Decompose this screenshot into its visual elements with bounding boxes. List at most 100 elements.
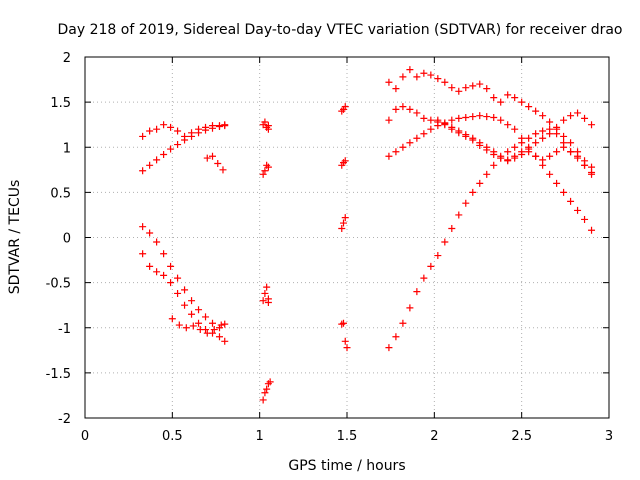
data-point xyxy=(392,333,400,341)
data-point xyxy=(490,113,498,121)
satellite-track-5 xyxy=(139,250,229,345)
data-point xyxy=(504,91,512,99)
data-point xyxy=(413,288,421,296)
data-point xyxy=(448,224,456,232)
data-point xyxy=(385,344,393,352)
satellite-track-1 xyxy=(139,122,229,175)
satellite-track-8 xyxy=(259,161,272,178)
data-point xyxy=(139,167,147,175)
data-point xyxy=(574,152,582,160)
data-point xyxy=(181,132,189,140)
data-point xyxy=(182,324,190,332)
data-point xyxy=(160,271,168,279)
data-point xyxy=(215,122,223,130)
data-point xyxy=(406,139,414,147)
data-point xyxy=(420,114,428,122)
data-point xyxy=(167,123,175,131)
data-point xyxy=(546,170,554,178)
y-tick-label: 2 xyxy=(63,51,71,66)
data-point xyxy=(392,85,400,93)
data-point xyxy=(174,289,182,297)
data-point xyxy=(504,121,512,129)
data-point xyxy=(553,123,561,131)
data-point xyxy=(448,123,456,131)
data-point xyxy=(392,148,400,156)
data-point xyxy=(427,125,435,133)
data-point xyxy=(546,125,554,133)
data-point xyxy=(413,109,421,117)
data-point xyxy=(174,274,182,282)
data-point xyxy=(146,262,154,270)
data-point xyxy=(214,159,222,167)
data-point xyxy=(567,139,575,147)
data-point xyxy=(413,134,421,142)
data-point xyxy=(434,252,442,260)
data-point xyxy=(511,154,519,162)
data-point xyxy=(518,150,526,158)
chart-title: Day 218 of 2019, Sidereal Day-to-day VTE… xyxy=(57,22,622,38)
satellite-track-15 xyxy=(385,66,596,171)
data-point xyxy=(261,118,269,126)
satellite-track-17 xyxy=(385,112,596,234)
y-axis-label: SDTVAR / TECUs xyxy=(7,180,23,295)
data-point xyxy=(490,148,498,156)
data-point xyxy=(448,84,456,92)
data-point xyxy=(202,123,210,131)
data-point xyxy=(168,315,176,323)
data-point xyxy=(266,378,274,386)
data-point xyxy=(209,319,217,327)
data-point xyxy=(341,337,349,345)
data-point xyxy=(139,250,147,258)
data-point xyxy=(525,103,533,111)
x-tick-label: 1 xyxy=(256,429,264,444)
data-point xyxy=(175,321,183,329)
data-point xyxy=(153,268,161,276)
data-point xyxy=(448,116,456,124)
satellite-track-4 xyxy=(139,223,229,332)
data-point xyxy=(497,98,505,106)
data-point xyxy=(511,94,519,102)
data-point xyxy=(167,145,175,153)
satellite-track-13 xyxy=(338,214,349,232)
data-point xyxy=(385,116,393,124)
data-point xyxy=(581,215,589,223)
data-point xyxy=(462,84,470,92)
data-point xyxy=(420,69,428,77)
data-point xyxy=(574,109,582,117)
satellite-track-3 xyxy=(203,152,227,174)
y-tick-label: 0.5 xyxy=(50,186,71,201)
data-point xyxy=(343,344,351,352)
data-point xyxy=(188,129,196,137)
data-point xyxy=(221,121,229,129)
data-point xyxy=(518,139,526,147)
data-point xyxy=(341,157,349,165)
data-point xyxy=(427,262,435,270)
data-point xyxy=(504,156,512,164)
data-point xyxy=(476,80,484,88)
satellite-track-10 xyxy=(259,378,274,404)
data-point xyxy=(539,134,547,142)
satellite-track-6 xyxy=(168,315,225,337)
data-point xyxy=(338,224,346,232)
data-point xyxy=(539,127,547,135)
data-point xyxy=(546,118,554,126)
data-point xyxy=(553,179,561,187)
data-point xyxy=(259,396,267,404)
data-point xyxy=(195,306,203,314)
data-point xyxy=(553,130,561,138)
x-tick-label: 1.5 xyxy=(337,429,358,444)
data-point xyxy=(406,105,414,113)
data-point xyxy=(469,113,477,121)
data-point xyxy=(490,161,498,169)
data-point xyxy=(497,116,505,124)
data-point xyxy=(202,313,210,321)
data-point xyxy=(174,127,182,135)
data-point xyxy=(476,179,484,187)
data-point xyxy=(195,319,203,327)
y-tick-label: 1 xyxy=(63,141,71,156)
data-point xyxy=(341,214,349,222)
data-point xyxy=(261,289,269,297)
data-point xyxy=(441,78,449,86)
data-point xyxy=(413,73,421,81)
